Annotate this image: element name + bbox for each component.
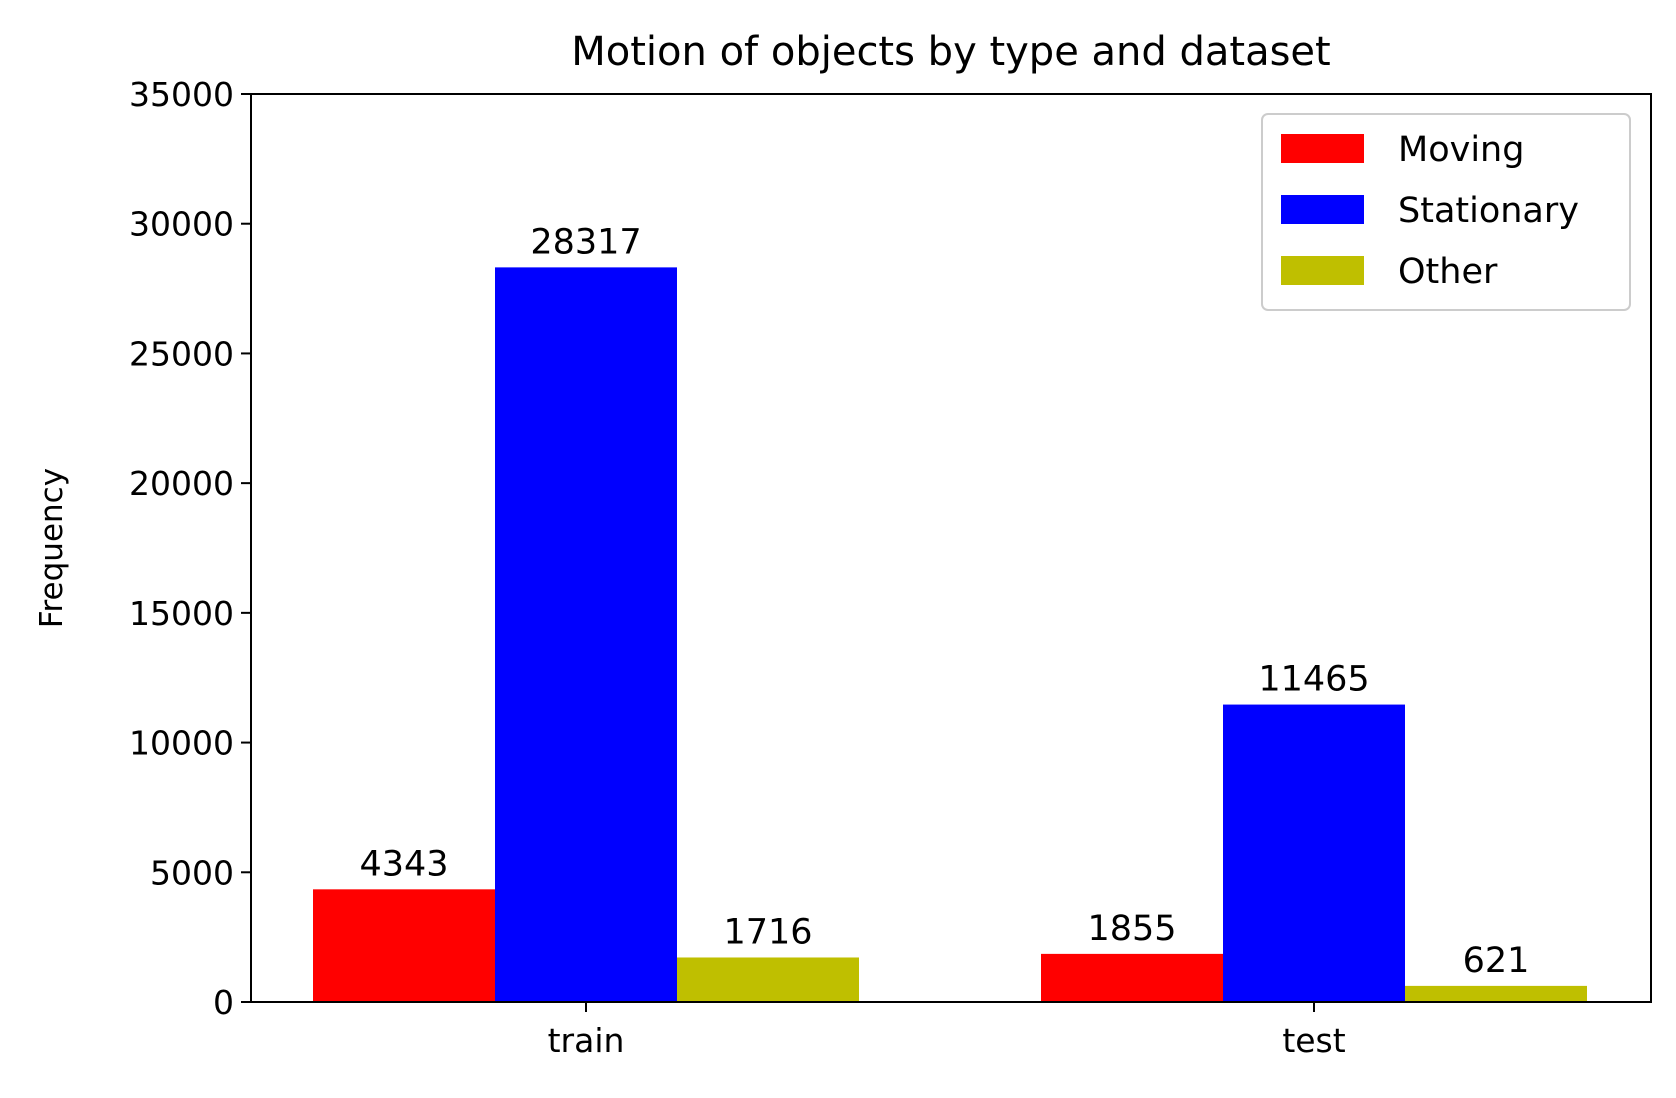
bar-other-train bbox=[677, 957, 859, 1002]
bar-moving-train bbox=[313, 889, 495, 1002]
legend-swatch-other bbox=[1281, 256, 1364, 285]
bar-moving-test bbox=[1041, 953, 1223, 1002]
x-axis: train test bbox=[548, 1002, 1346, 1060]
bars-group bbox=[313, 267, 1587, 1003]
bar-stationary-test bbox=[1223, 704, 1405, 1002]
legend-swatch-moving bbox=[1281, 134, 1364, 163]
y-tick-label: 20000 bbox=[129, 464, 234, 503]
bar-other-test bbox=[1405, 985, 1587, 1002]
bar-label-stationary-test: 11465 bbox=[1258, 660, 1369, 700]
y-tick-label: 35000 bbox=[129, 75, 234, 114]
y-tick-label: 10000 bbox=[129, 724, 234, 763]
y-axis-label: Frequency bbox=[34, 468, 70, 628]
bar-label-moving-train: 4343 bbox=[359, 844, 448, 884]
plot-frame bbox=[250, 93, 1652, 1003]
legend-label-stationary: Stationary bbox=[1398, 191, 1579, 231]
legend-swatch-stationary bbox=[1281, 195, 1364, 224]
bar-label-other-test: 621 bbox=[1463, 941, 1530, 981]
y-tick-label: 30000 bbox=[129, 205, 234, 244]
x-tick-label-test: test bbox=[1282, 1021, 1345, 1060]
y-tick-label: 0 bbox=[213, 983, 234, 1022]
legend: Moving Stationary Other bbox=[1261, 113, 1631, 311]
chart-title: Motion of objects by type and dataset bbox=[571, 29, 1330, 75]
y-tick-label: 25000 bbox=[129, 334, 234, 373]
x-tick-label-train: train bbox=[548, 1021, 625, 1060]
y-tick-label: 15000 bbox=[129, 594, 234, 633]
legend-label-other: Other bbox=[1398, 252, 1498, 292]
bar-label-stationary-train: 28317 bbox=[530, 222, 641, 262]
legend-label-moving: Moving bbox=[1398, 130, 1524, 170]
bar-label-moving-test: 1855 bbox=[1087, 909, 1176, 949]
bar-stationary-train bbox=[495, 267, 677, 1003]
y-tick-label: 5000 bbox=[150, 853, 234, 892]
bar-labels-group: 4343 28317 1716 1855 11465 621 bbox=[359, 222, 1529, 981]
bar-label-other-train: 1716 bbox=[723, 912, 812, 952]
y-axis: 0 5000 10000 15000 20000 25000 30000 35000 bbox=[129, 75, 251, 1022]
